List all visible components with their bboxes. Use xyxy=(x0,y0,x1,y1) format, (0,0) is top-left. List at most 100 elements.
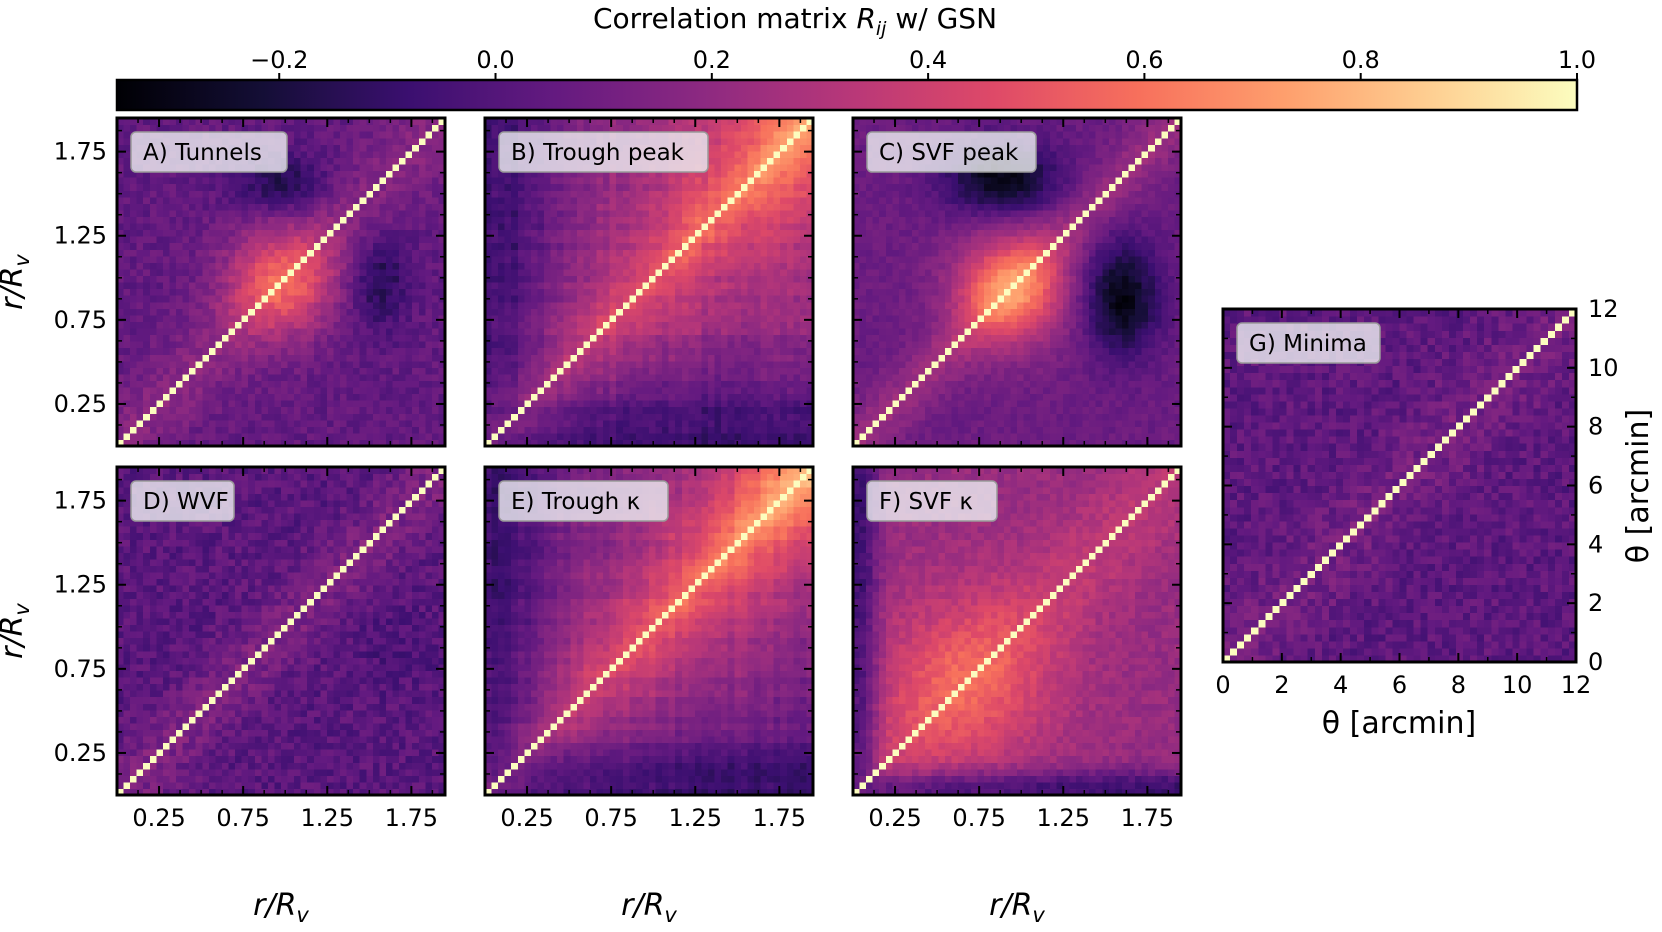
heatmap-cell xyxy=(359,413,367,421)
heatmap-cell xyxy=(589,373,598,381)
heatmap-cell xyxy=(504,393,512,401)
heatmap-cell xyxy=(537,380,545,388)
heatmap-cell xyxy=(721,131,729,139)
heatmap-cell xyxy=(583,301,591,309)
heatmap-cell xyxy=(287,209,295,217)
heatmap-cell xyxy=(169,400,177,408)
heatmap-cell xyxy=(274,386,282,395)
heatmap-cell xyxy=(655,170,663,178)
heatmap-cell xyxy=(208,170,216,178)
heatmap-cell xyxy=(287,288,295,296)
heatmap-cell xyxy=(372,341,380,349)
heatmap-cell xyxy=(557,170,565,178)
heatmap-cell xyxy=(313,222,321,231)
heatmap-cell xyxy=(431,432,440,441)
heatmap-cell xyxy=(405,137,413,145)
heatmap-cell xyxy=(346,386,354,395)
heatmap-cell xyxy=(130,262,138,270)
heatmap-cell xyxy=(208,406,216,414)
heatmap-cell xyxy=(340,190,348,198)
heatmap-cell xyxy=(609,288,617,296)
heatmap-cell xyxy=(760,222,768,231)
heatmap-cell xyxy=(149,295,157,303)
heatmap-cell xyxy=(655,118,663,126)
heatmap-cell xyxy=(189,236,197,244)
heatmap-cell xyxy=(668,262,676,270)
heatmap-cell xyxy=(366,255,374,263)
heatmap-cell xyxy=(143,249,151,257)
heatmap-cell xyxy=(576,400,584,408)
heatmap-cell xyxy=(149,262,157,270)
heatmap-cell xyxy=(307,249,315,257)
heatmap-cell xyxy=(603,216,611,224)
heatmap-cell xyxy=(425,203,433,211)
heatmap-cell xyxy=(760,354,768,362)
heatmap-cell xyxy=(773,386,781,395)
heatmap-cell xyxy=(208,334,216,342)
heatmap-cell xyxy=(576,360,584,368)
heatmap-cell xyxy=(668,295,676,303)
heatmap-cell xyxy=(215,347,223,355)
heatmap-cell xyxy=(780,268,788,277)
heatmap-cell xyxy=(530,393,539,401)
heatmap-cell xyxy=(399,170,407,178)
heatmap-cell xyxy=(498,282,506,290)
heatmap-cell xyxy=(675,275,683,283)
heatmap-cell xyxy=(287,249,295,257)
heatmap-cell xyxy=(517,354,525,362)
heatmap-cell xyxy=(215,301,223,309)
heatmap-cell xyxy=(773,426,781,434)
heatmap-cell xyxy=(616,341,624,349)
heatmap-cell xyxy=(215,190,223,198)
heatmap-cell xyxy=(714,249,722,257)
heatmap-cell xyxy=(294,170,302,178)
heatmap-cell xyxy=(149,426,157,434)
heatmap-cell xyxy=(379,137,387,145)
heatmap-cell xyxy=(727,432,735,441)
heatmap-cell xyxy=(248,432,256,441)
heatmap-cell xyxy=(162,321,171,329)
heatmap-cell xyxy=(346,275,354,283)
heatmap-cell xyxy=(117,432,125,441)
heatmap-cell xyxy=(524,242,532,250)
heatmap-cell xyxy=(544,360,552,368)
heatmap-cell xyxy=(721,282,729,290)
heatmap-cell xyxy=(727,170,735,178)
heatmap-cell xyxy=(215,354,223,362)
heatmap-cell xyxy=(228,255,236,263)
heatmap-cell xyxy=(359,314,367,322)
heatmap-cell xyxy=(359,419,367,427)
heatmap-cell xyxy=(635,295,644,303)
heatmap-cell xyxy=(609,255,617,263)
heatmap-cell xyxy=(609,439,617,447)
heatmap-cell xyxy=(740,419,748,427)
heatmap-cell xyxy=(418,406,426,414)
heatmap-cell xyxy=(688,268,696,277)
heatmap-cell xyxy=(267,360,276,368)
heatmap-cell xyxy=(786,124,794,132)
heatmap-cell xyxy=(326,432,335,441)
heatmap-cell xyxy=(202,314,210,322)
heatmap-cell xyxy=(530,341,539,349)
heatmap-cell xyxy=(340,360,348,368)
heatmap-cell xyxy=(576,413,584,421)
heatmap-cell xyxy=(412,150,420,158)
heatmap-cell xyxy=(195,242,203,250)
heatmap-cell xyxy=(353,308,361,316)
heatmap-cell xyxy=(780,426,788,434)
heatmap-cell xyxy=(130,196,138,204)
heatmap-cell xyxy=(668,170,676,178)
heatmap-cell xyxy=(747,268,755,277)
heatmap-cell xyxy=(405,150,413,158)
heatmap-cell xyxy=(359,341,367,349)
heatmap-cell xyxy=(622,170,630,178)
heatmap-cell xyxy=(753,229,762,237)
heatmap-cell xyxy=(130,255,138,263)
heatmap-cell xyxy=(786,426,794,434)
heatmap-cell xyxy=(254,400,262,408)
heatmap-cell xyxy=(208,308,216,316)
heatmap-cell xyxy=(372,393,380,401)
heatmap-cell xyxy=(359,295,367,303)
heatmap-cell xyxy=(254,334,262,342)
heatmap-cell xyxy=(274,216,282,224)
